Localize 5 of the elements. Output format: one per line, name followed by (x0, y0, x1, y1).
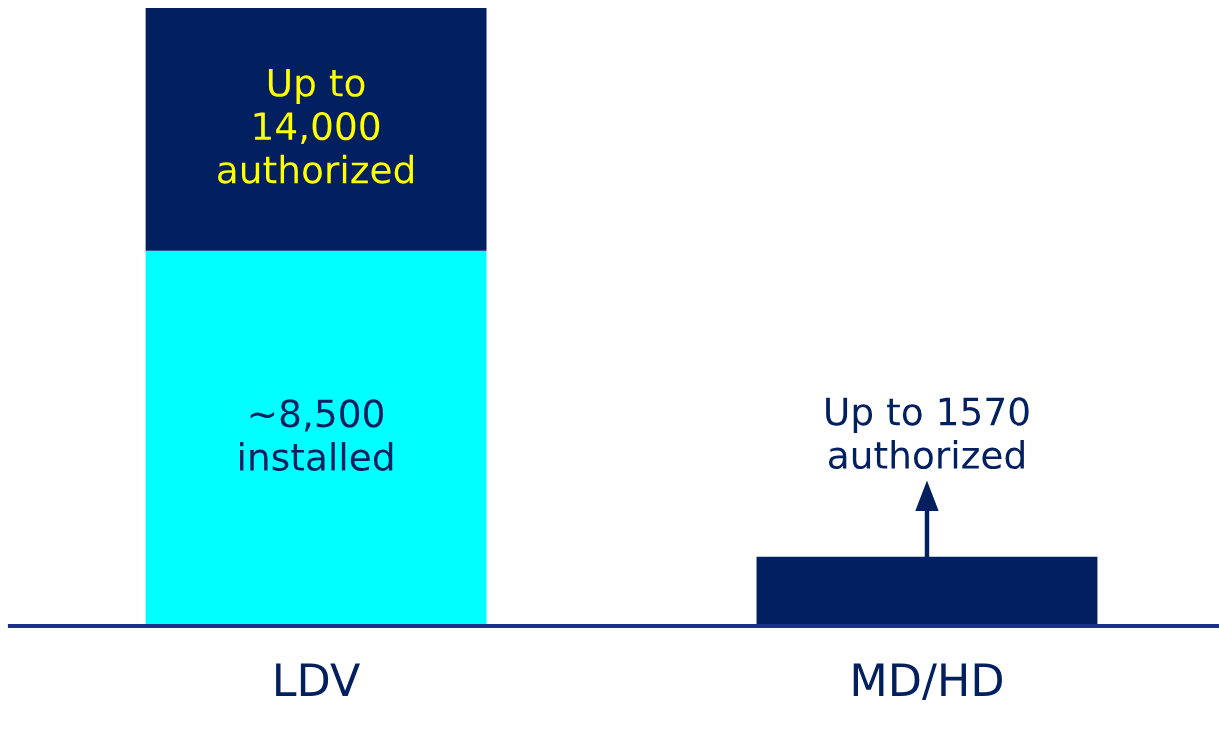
data-label: ~8,500 installed (240, 399, 393, 471)
data-label: Up to 14,000 authorized (218, 68, 413, 184)
x-tick-label: LDV (276, 663, 360, 696)
x-tick-label: MD/HD (853, 663, 1002, 701)
data-label: Up to 1570 authorized (826, 397, 1029, 470)
